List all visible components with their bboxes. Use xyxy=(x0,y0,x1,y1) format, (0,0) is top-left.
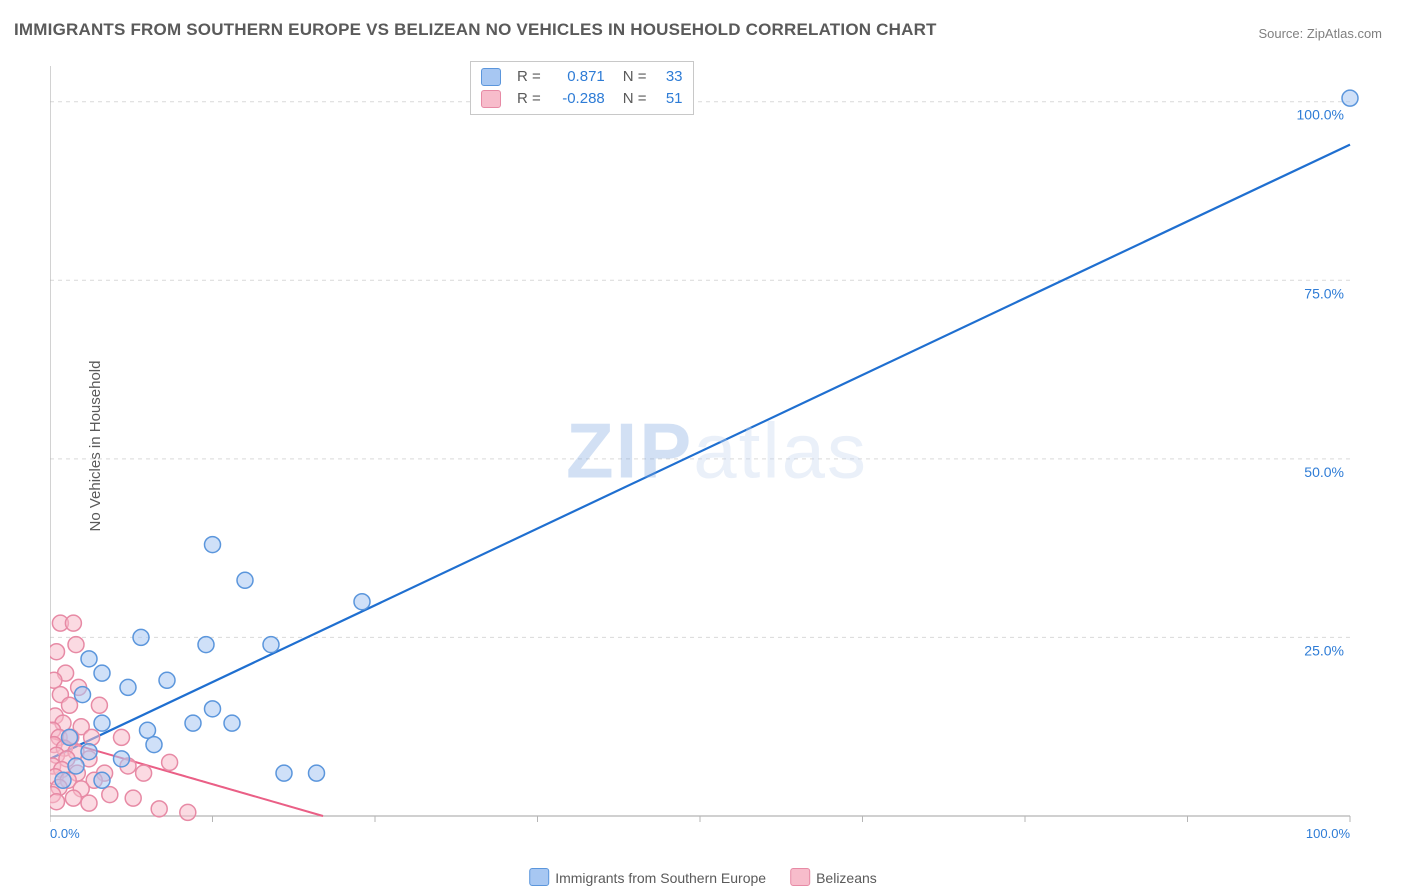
n-label: N = xyxy=(623,88,647,110)
legend-item: Belizeans xyxy=(790,868,877,886)
r-label: R = xyxy=(517,66,541,88)
svg-text:50.0%: 50.0% xyxy=(1304,464,1344,480)
source-attribution: Source: ZipAtlas.com xyxy=(1258,26,1382,41)
chart-title: IMMIGRANTS FROM SOUTHERN EUROPE VS BELIZ… xyxy=(14,20,937,40)
correlation-legend: R = 0.871 N = 33 R = -0.288 N = 51 xyxy=(470,61,694,115)
legend-swatch xyxy=(481,90,501,108)
n-value: 33 xyxy=(657,66,683,88)
legend-label: Immigrants from Southern Europe xyxy=(555,870,766,886)
correlation-row: R = 0.871 N = 33 xyxy=(481,66,683,88)
svg-text:75.0%: 75.0% xyxy=(1304,285,1344,301)
n-label: N = xyxy=(623,66,647,88)
r-label: R = xyxy=(517,88,541,110)
r-value: 0.871 xyxy=(551,66,605,88)
legend-swatch xyxy=(790,868,810,886)
correlation-row: R = -0.288 N = 51 xyxy=(481,88,683,110)
legend-swatch xyxy=(529,868,549,886)
legend-label: Belizeans xyxy=(816,870,877,886)
n-value: 51 xyxy=(657,88,683,110)
chart-container: IMMIGRANTS FROM SOUTHERN EUROPE VS BELIZ… xyxy=(0,0,1406,892)
chart-svg: 0.0% 100.0% 25.0% 50.0% 75.0% 100.0% xyxy=(50,56,1384,846)
series-legend: Immigrants from Southern Europe Belizeans xyxy=(529,868,877,886)
svg-text:25.0%: 25.0% xyxy=(1304,642,1344,658)
legend-swatch xyxy=(481,68,501,86)
svg-text:100.0%: 100.0% xyxy=(1306,826,1351,841)
plot-area: 0.0%100.0%25.0%50.0%75.0%100.0% ZIPatlas… xyxy=(50,56,1384,846)
svg-text:0.0%: 0.0% xyxy=(50,826,80,841)
r-value: -0.288 xyxy=(551,88,605,110)
svg-text:100.0%: 100.0% xyxy=(1297,107,1344,123)
legend-item: Immigrants from Southern Europe xyxy=(529,868,766,886)
